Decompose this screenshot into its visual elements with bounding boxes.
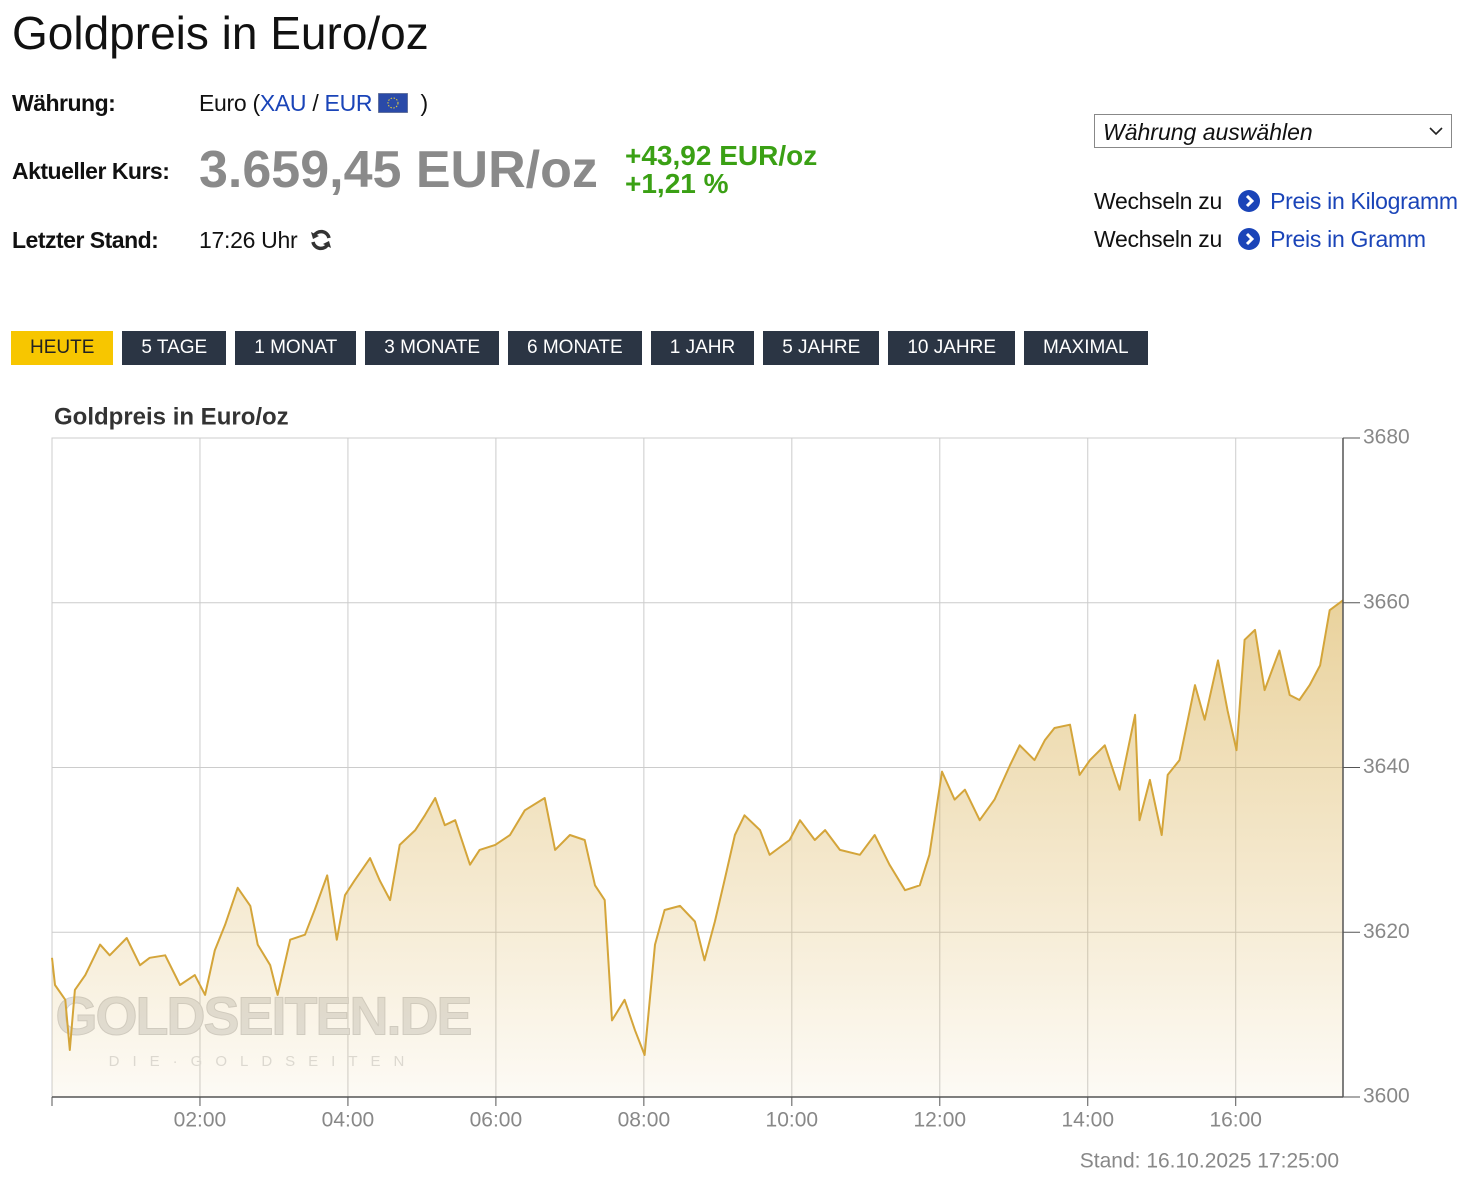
eu-flag [377,92,409,114]
price-change: +43,92 EUR/oz +1,21 % [625,142,817,198]
x-tick-label: 16:00 [1209,1109,1262,1132]
y-tick-label: 3660 [1363,590,1410,613]
switch-row: Wechseln zu Preis in Gramm [1094,226,1426,253]
currency-label: Währung: [12,90,116,116]
currency-separator: / [312,90,319,116]
area-fill [52,600,1343,1097]
price-value: 3.659,45 EUR/oz [199,141,598,199]
updated-value: 17:26 Uhr [199,227,298,253]
updated-label: Letzter Stand: [12,227,159,253]
x-tick-label: 14:00 [1061,1109,1114,1132]
price-label: Aktueller Kurs: [12,158,170,184]
page-title: Goldpreis in Euro/oz [12,7,429,59]
x-tick-label: 04:00 [322,1109,375,1132]
range-tab[interactable]: 5 JAHRE [763,331,880,365]
link-icon [1238,228,1261,250]
range-tab[interactable]: 5 TAGE [122,331,227,365]
x-tick-label: 10:00 [766,1109,819,1132]
price-change-pct: +1,21 % [625,168,729,199]
x-tick-label: 06:00 [470,1109,523,1132]
x-tick-label: 08:00 [618,1109,671,1132]
x-tick-label: 02:00 [174,1109,227,1132]
currency-name: Euro ( [199,90,260,116]
range-tab[interactable]: MAXIMAL [1024,331,1148,365]
currency-select[interactable]: Währung auswählen [1094,114,1452,148]
select-arrow [1429,127,1443,136]
range-tab[interactable]: 10 JAHRE [888,331,1016,365]
range-tab[interactable]: 6 MONATE [508,331,642,365]
range-tabs: HEUTE 5 TAGE 1 MONAT 3 MONATE 6 MONATE 1 JAHR… [11,331,1148,365]
price-change-abs: +43,92 EUR/oz [625,140,818,171]
chart-annotation: Stand: 16.10.2025 17:25:00 [1080,1150,1339,1173]
range-tab[interactable]: 1 JAHR [650,331,755,365]
switch-row: Wechseln zu Preis in Kilogramm [1094,188,1458,215]
switch-prefix: Wechseln zu [1094,188,1222,214]
currency-value: Euro (XAU / EUR ) [199,90,428,117]
currency-close: ) [420,90,428,116]
price-line [51,599,1344,1056]
range-tab[interactable]: 3 MONATE [365,331,499,365]
switch-link[interactable]: Preis in Kilogramm [1270,188,1458,214]
switch-prefix: Wechseln zu [1094,226,1222,252]
y-tick-label: 3680 [1363,426,1410,449]
y-tick-label: 3600 [1363,1085,1410,1108]
currency-quote-link[interactable]: EUR [324,90,373,116]
chart-title: Goldpreis in Euro/oz [54,403,289,430]
x-tick-label: 12:00 [914,1109,967,1132]
range-tab[interactable]: 1 MONAT [235,331,357,365]
y-tick-label: 3620 [1363,920,1410,943]
currency-base-link[interactable]: XAU [259,90,307,116]
select-placeholder: Währung auswählen [1103,119,1313,145]
link-icon [1238,190,1261,212]
y-tick-label: 3640 [1363,755,1410,778]
refresh-icon[interactable] [309,228,333,252]
switch-link[interactable]: Preis in Gramm [1270,226,1426,252]
range-tab[interactable]: HEUTE [11,331,114,365]
